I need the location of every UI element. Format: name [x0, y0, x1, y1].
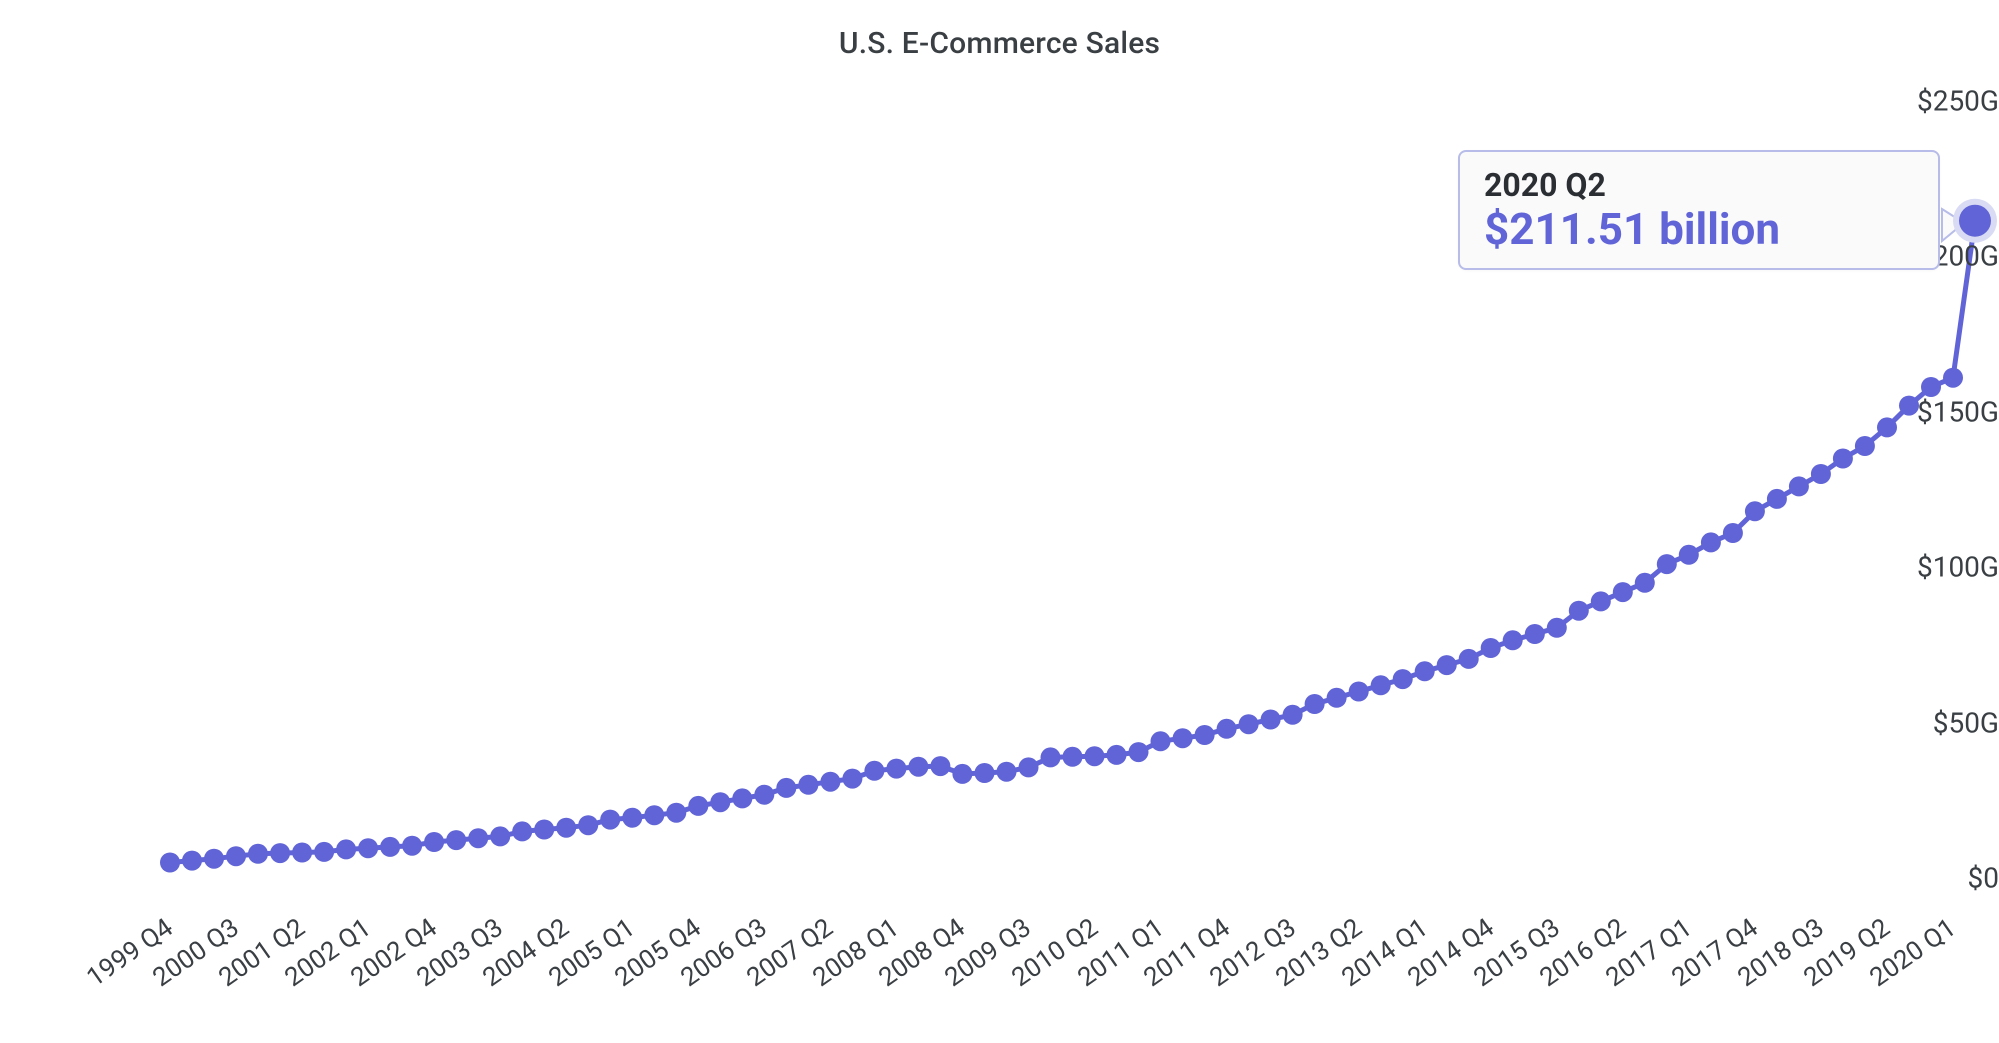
data-point [1569, 601, 1589, 621]
chart-title: U.S. E-Commerce Sales [0, 26, 1999, 61]
data-point [1239, 714, 1259, 734]
data-point [314, 842, 334, 862]
final-point [1959, 205, 1991, 237]
data-point [1701, 532, 1721, 552]
data-point [1393, 669, 1413, 689]
data-point [160, 853, 180, 873]
data-point [556, 818, 576, 838]
data-point [490, 826, 510, 846]
data-point [1327, 688, 1347, 708]
data-point [1349, 682, 1369, 702]
callout-annotation: 2020 Q2 $211.51 billion [1458, 150, 1940, 270]
data-point [952, 764, 972, 784]
data-point [1063, 747, 1083, 767]
chart-container: U.S. E-Commerce Sales $0 $50G $100G $150G $2… [0, 0, 1999, 1043]
data-point [424, 832, 444, 852]
data-point [182, 851, 202, 871]
data-point [820, 772, 840, 792]
data-point [1481, 638, 1501, 658]
data-point [864, 761, 884, 781]
data-point [1811, 464, 1831, 484]
data-point [1173, 728, 1193, 748]
data-point [666, 803, 686, 823]
data-point [600, 810, 620, 830]
data-point [1635, 573, 1655, 593]
data-point [1613, 582, 1633, 602]
data-point [688, 796, 708, 816]
data-point [204, 849, 224, 869]
data-point [1591, 591, 1611, 611]
y-tick-label: $0 [1849, 862, 1999, 895]
data-point [1019, 757, 1039, 777]
data-point [1525, 624, 1545, 644]
data-point [908, 757, 928, 777]
data-point [1129, 742, 1149, 762]
data-point [1657, 554, 1677, 574]
data-point [1085, 746, 1105, 766]
data-point [1745, 501, 1765, 521]
data-point [975, 763, 995, 783]
y-tick-label: $250G [1849, 85, 1999, 118]
data-point [1371, 675, 1391, 695]
data-point [226, 846, 246, 866]
data-point [1195, 725, 1215, 745]
data-point [1547, 618, 1567, 638]
data-point [1415, 661, 1435, 681]
data-point [1261, 710, 1281, 730]
data-point [710, 792, 730, 812]
data-point [1041, 747, 1061, 767]
data-point [622, 808, 642, 828]
data-point [468, 828, 488, 848]
data-point [534, 820, 554, 840]
data-point [732, 788, 752, 808]
data-point [1723, 523, 1743, 543]
data-point [1217, 719, 1237, 739]
data-point [1283, 705, 1303, 725]
data-point [1943, 368, 1963, 388]
data-point [1855, 436, 1875, 456]
data-point [798, 775, 818, 795]
data-point [886, 759, 906, 779]
data-point [402, 836, 422, 856]
data-point [248, 844, 268, 864]
data-point [1767, 489, 1787, 509]
data-point [512, 821, 532, 841]
data-point [578, 815, 598, 835]
data-point [1437, 655, 1457, 675]
data-point [1151, 731, 1171, 751]
data-point [1789, 476, 1809, 496]
data-point [270, 843, 290, 863]
y-tick-label: $50G [1849, 706, 1999, 739]
y-tick-label: $100G [1849, 551, 1999, 584]
y-tick-label: $150G [1849, 395, 1999, 428]
data-point [380, 837, 400, 857]
data-point [997, 762, 1017, 782]
data-point [292, 843, 312, 863]
data-point [1459, 649, 1479, 669]
data-point [358, 838, 378, 858]
data-point [1305, 694, 1325, 714]
data-point [776, 778, 796, 798]
data-point [842, 769, 862, 789]
data-point [446, 830, 466, 850]
data-point [754, 785, 774, 805]
callout-value: $211.51 billion [1484, 206, 1914, 252]
data-point [644, 805, 664, 825]
callout-label: 2020 Q2 [1484, 166, 1914, 204]
data-point [336, 839, 356, 859]
data-point [930, 756, 950, 776]
data-point [1107, 745, 1127, 765]
data-point [1679, 545, 1699, 565]
data-point [1833, 449, 1853, 469]
data-point [1921, 377, 1941, 397]
data-point [1503, 630, 1523, 650]
